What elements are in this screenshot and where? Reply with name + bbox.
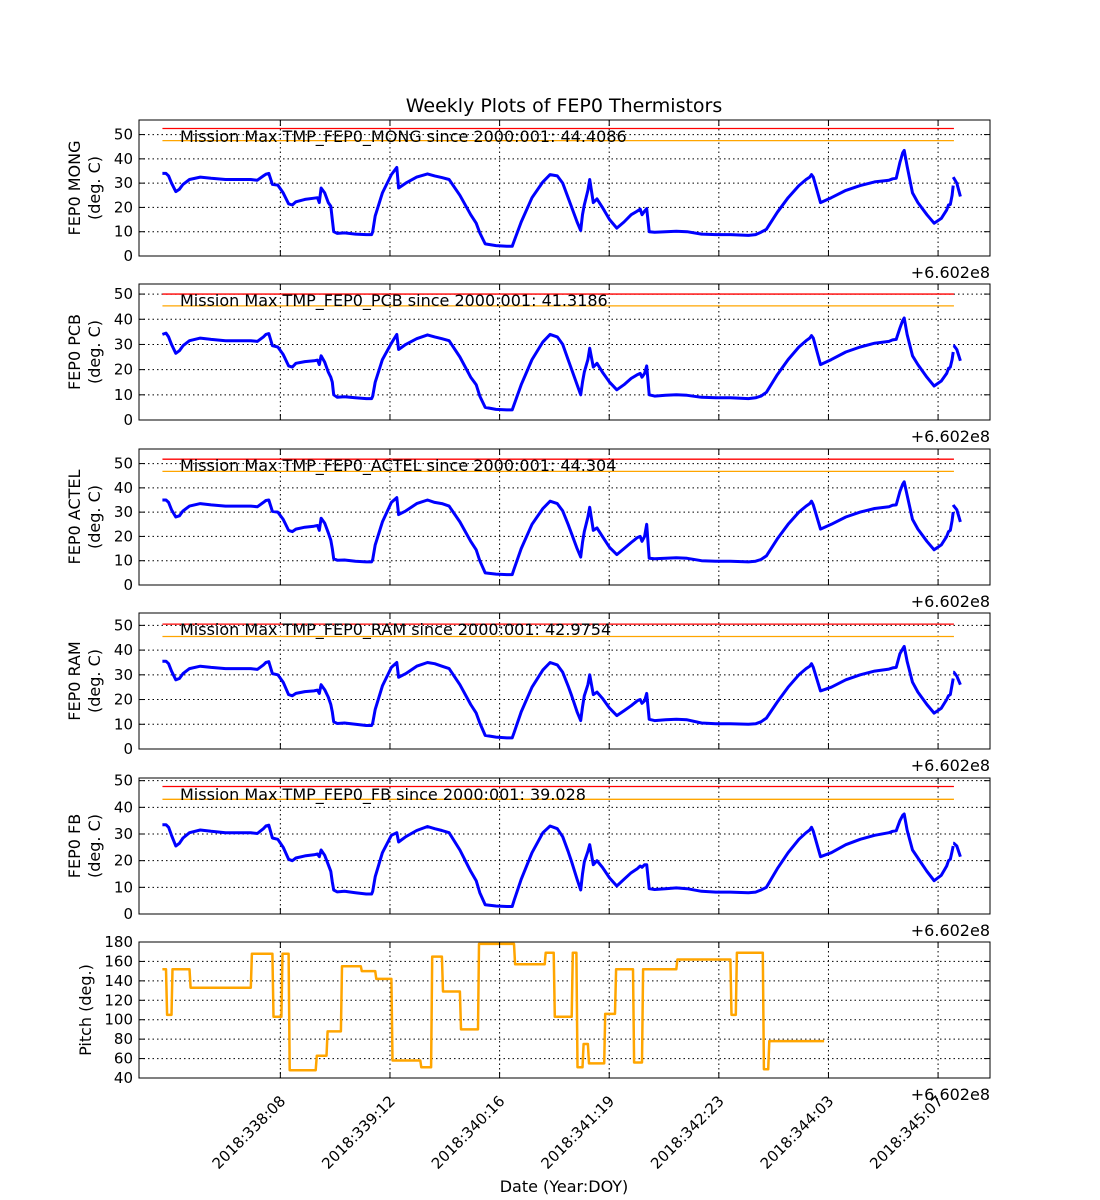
y-tick-label: 60 [114,1050,133,1068]
plot-frame [138,119,991,257]
x-offset-label: +6.602e8 [911,921,990,940]
y-tick-label: 50 [114,772,133,790]
y-axis-label: FEP0 RAM [65,641,84,720]
temperature-series-line [161,316,955,412]
mission-max-annotation: Mission Max TMP_FEP0_FB since 2000:001: … [180,785,586,805]
y-tick-label: 30 [114,335,133,353]
plot-frame [138,941,991,1079]
x-offset-label: +6.602e8 [911,592,990,611]
y-tick-label: 20 [114,852,133,870]
panel-1: Mission Max TMP_FEP0_MONG since 2000:001… [65,119,991,282]
y-tick-label: 140 [104,972,133,990]
y-tick-label: 0 [123,905,133,923]
temperature-series-line [162,812,955,908]
y-tick-label: 40 [114,798,133,816]
plot-frame [138,612,991,750]
y-tick-label: 50 [114,285,133,303]
mission-max-annotation: Mission Max TMP_FEP0_RAM since 2000:001:… [180,620,611,640]
temperature-series-line [162,644,955,740]
y-axis-unit-label: (deg. C) [85,156,104,220]
y-axis-label: FEP0 ACTEL [65,469,84,564]
y-tick-label: 50 [114,616,133,634]
temperature-series-line [162,148,955,248]
y-tick-label: 20 [114,198,133,216]
y-tick-label: 30 [114,666,133,684]
y-axis-unit-label: (deg. C) [85,485,104,549]
x-offset-label: +6.602e8 [911,756,990,775]
y-tick-label: 40 [114,150,133,168]
temperature-series-tail [952,344,962,362]
plot-frame [138,283,991,421]
y-axis-label: FEP0 MONG [65,141,84,236]
mission-max-annotation: Mission Max TMP_FEP0_PCB since 2000:001:… [180,291,608,311]
x-axis-label: Date (Year:DOY) [500,1177,629,1196]
figure-title: Weekly Plots of FEP0 Thermistors [406,95,723,117]
x-offset-label: +6.602e8 [911,427,990,446]
y-tick-label: 20 [114,527,133,545]
y-tick-label: 30 [114,503,133,521]
temperature-series-tail [951,176,962,197]
y-tick-label: 10 [114,223,133,241]
y-tick-label: 180 [104,933,133,951]
x-offset-label: +6.602e8 [911,1085,990,1104]
y-tick-label: 50 [114,126,133,144]
y-axis-label: Pitch (deg.) [76,964,95,1056]
y-axis-label: FEP0 PCB [65,314,84,390]
y-axis-unit-label: (deg. C) [85,320,104,384]
panel-2: Mission Max TMP_FEP0_PCB since 2000:001:… [65,283,991,446]
y-tick-label: 40 [114,641,133,659]
panel-5: Mission Max TMP_FEP0_FB since 2000:001: … [65,772,991,940]
temperature-series-tail [951,504,962,523]
temperature-series-tail [952,670,962,686]
y-tick-label: 40 [114,1069,133,1087]
y-axis-label: FEP0 FB [65,814,84,878]
y-tick-label: 0 [123,576,133,594]
y-tick-label: 160 [104,952,133,970]
y-tick-label: 0 [123,740,133,758]
y-tick-label: 30 [114,825,133,843]
temperature-series-tail [952,841,962,858]
y-axis-unit-label: (deg. C) [85,814,104,878]
y-tick-label: 100 [104,1011,133,1029]
x-offset-label: +6.602e8 [911,263,990,282]
y-tick-label: 20 [114,691,133,709]
pitch-series-line [162,942,825,1072]
y-tick-label: 10 [114,878,133,896]
mission-max-annotation: Mission Max TMP_FEP0_ACTEL since 2000:00… [180,456,616,476]
y-tick-label: 30 [114,174,133,192]
y-tick-label: 20 [114,361,133,379]
y-axis-unit-label: (deg. C) [85,649,104,713]
y-tick-label: 0 [123,411,133,429]
y-tick-label: 120 [104,991,133,1009]
panel-4: Mission Max TMP_FEP0_RAM since 2000:001:… [65,612,991,775]
y-tick-label: 50 [114,455,133,473]
y-tick-label: 10 [114,715,133,733]
panels: Mission Max TMP_FEP0_MONG since 2000:001… [65,119,991,1104]
panel-3: Mission Max TMP_FEP0_ACTEL since 2000:00… [65,448,991,611]
y-tick-label: 40 [114,479,133,497]
mission-max-annotation: Mission Max TMP_FEP0_MONG since 2000:001… [180,127,627,147]
temperature-series-line [162,480,955,577]
plot-frame [138,448,991,586]
y-tick-label: 0 [123,247,133,265]
y-tick-label: 80 [114,1030,133,1048]
y-tick-label: 40 [114,310,133,328]
plot-frame [138,777,991,915]
y-tick-label: 10 [114,386,133,404]
y-tick-label: 10 [114,552,133,570]
